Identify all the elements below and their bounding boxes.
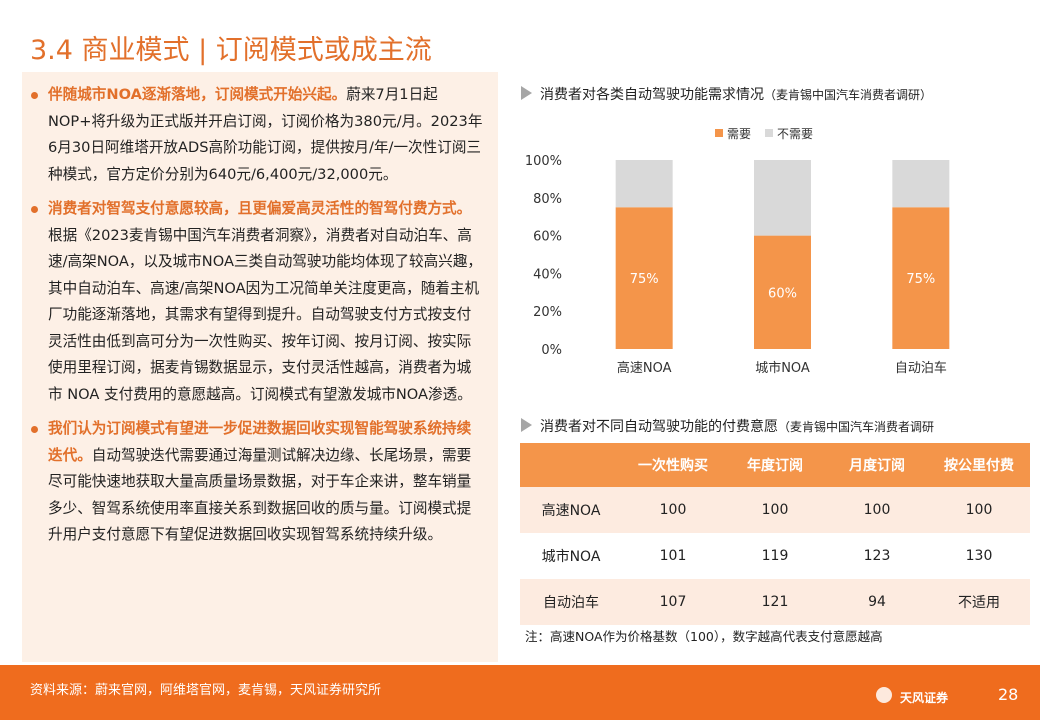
bullet-lead: 伴随城市NOA逐渐落地，订阅模式开始兴起。 (48, 86, 347, 103)
legend-swatch (715, 129, 723, 137)
bullet-text: 蔚来7月1日起NOP+将升级为正式版并开启订阅，订阅价格为380元/月。2023… (48, 86, 483, 183)
y-tick-label: 80% (533, 192, 562, 207)
table-cell: 101 (659, 548, 687, 564)
bar-segment (892, 160, 950, 208)
table-row: 城市NOA 101 119 123 130 (520, 533, 1030, 579)
y-tick-label: 40% (533, 267, 562, 282)
row-label: 高速NOA (541, 503, 601, 519)
column-header: 年度订阅 (724, 443, 826, 487)
table-cell: 107 (659, 594, 687, 610)
bar-segment (615, 207, 673, 349)
legend-swatch (765, 129, 773, 137)
logo: 天风证券 (900, 691, 949, 705)
table-row: 自动泊车 107 121 94 不适用 (520, 579, 1030, 625)
x-tick-label: 高速NOA (617, 360, 672, 376)
chart-subtitle: （麦肯锡中国汽车消费者调研） (764, 88, 933, 102)
table-cell: 100 (965, 502, 993, 518)
bullet-text: 自动驾驶迭代需要通过海量测试解决边缘、长尾场景，需要尽可能快速地获取大量高质量场… (48, 446, 472, 544)
table-title: 消费者对不同自动驾驶功能的付费意愿 (540, 419, 778, 435)
slide-title: 3.4 商业模式 | 订阅模式或成主流 (30, 35, 432, 66)
column-header: 按公里付费 (928, 443, 1030, 487)
legend-label: 不需要 (777, 127, 813, 141)
source: 资料来源：蔚来官网，阿维塔官网，麦肯锡，天风证券研究所 (30, 683, 382, 698)
footer: 资料来源：蔚来官网，阿维塔官网，麦肯锡，天风证券研究所 天风证券 28 (0, 665, 1040, 720)
y-tick-label: 100% (525, 154, 562, 169)
row-label: 自动泊车 (543, 595, 599, 611)
data-table: 一次性购买 年度订阅 月度订阅 按公里付费高速NOA 100 100 100 100 城市NOA… (520, 443, 1030, 625)
bar-segment (615, 160, 673, 208)
bullet: 我们认为订阅模式有望进一步促进数据回收实现智能驾驶系统持续迭代。自动驾驶迭代需要… (31, 416, 484, 549)
bar-segment (754, 235, 811, 349)
column-header: 月度订阅 (826, 443, 928, 487)
legend-label: 需要 (727, 127, 751, 141)
table-cell: 130 (965, 548, 993, 564)
arrow-icon (521, 418, 532, 432)
table-subtitle: （麦肯锡中国汽车消费者调研 (778, 420, 935, 434)
chart-heading: 消费者对各类自动驾驶功能需求情况（麦肯锡中国汽车消费者调研） (540, 84, 932, 104)
table-cell: 100 (863, 502, 891, 518)
text-panel: 伴随城市NOA逐渐落地，订阅模式开始兴起。蔚来7月1日起NOP+将升级为正式版并… (22, 72, 498, 662)
bullet: 消费者对智驾支付意愿较高，且更偏爱高灵活性的智驾付费方式。根据《2023麦肯锡中… (31, 196, 484, 408)
corner-cell (520, 443, 622, 487)
x-tick-label: 自动泊车 (895, 360, 947, 376)
chart-title: 消费者对各类自动驾驶功能需求情况 (540, 87, 764, 103)
table-cell: 94 (868, 594, 886, 610)
table-cell: 100 (761, 502, 789, 518)
x-tick-label: 城市NOA (755, 360, 810, 376)
y-tick-label: 20% (533, 305, 562, 320)
bullet: 伴随城市NOA逐渐落地，订阅模式开始兴起。蔚来7月1日起NOP+将升级为正式版并… (31, 82, 484, 188)
page-number: 28 (998, 685, 1019, 704)
header-row: 一次性购买 年度订阅 月度订阅 按公里付费 (520, 443, 1030, 487)
value-label: 75% (630, 272, 659, 287)
value-label: 75% (906, 272, 935, 287)
bullet-lead: 我们认为订阅模式有望进一步促进数据回收实现智能驾驶系统持续迭代。 (48, 420, 472, 464)
bullet-text: 根据《2023麦肯锡中国汽车消费者洞察》，消费者对自动泊车、高速/高架NOA，以… (48, 226, 483, 403)
table-heading: 消费者对不同自动驾驶功能的付费意愿（麦肯锡中国汽车消费者调研 (540, 416, 934, 436)
table-cell: 123 (863, 548, 891, 564)
bar-segment (892, 207, 950, 349)
y-tick-label: 60% (533, 230, 562, 245)
table-cell: 119 (761, 548, 789, 564)
bar-segment (754, 160, 811, 236)
table-row: 高速NOA 100 100 100 100 (520, 487, 1030, 533)
bullet-lead: 消费者对智驾支付意愿较高，且更偏爱高灵活性的智驾付费方式。 (48, 200, 472, 217)
table-cell: 121 (761, 594, 789, 610)
column-header: 一次性购买 (622, 443, 724, 487)
value-label: 60% (768, 286, 797, 301)
row-label: 城市NOA (541, 549, 601, 565)
y-tick-label: 0% (541, 343, 562, 358)
arrow-icon (521, 86, 532, 100)
table-cell: 100 (659, 502, 687, 518)
table-note: 注：高速NOA作为价格基数（100），数字越高代表支付意愿越高 (525, 629, 883, 644)
table-cell: 不适用 (958, 595, 1000, 611)
